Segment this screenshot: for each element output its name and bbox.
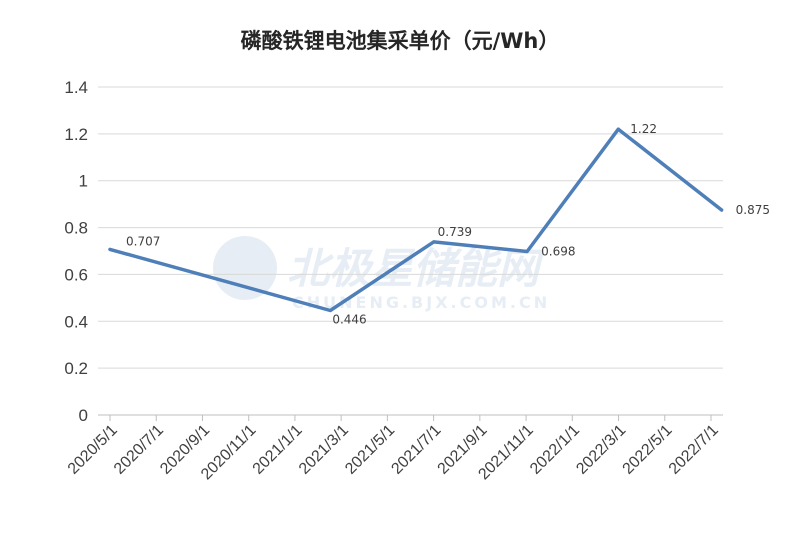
data-point <box>328 309 332 313</box>
y-tick-label: 1.4 <box>64 78 88 97</box>
data-point <box>108 247 112 251</box>
x-tick-label: 2021/5/1 <box>342 422 398 478</box>
x-tick-label: 2022/3/1 <box>573 422 629 478</box>
x-tick-label: 2022/5/1 <box>620 422 676 478</box>
data-point <box>616 127 620 131</box>
data-label: 0.707 <box>126 234 160 248</box>
series-line <box>108 127 724 313</box>
x-tick-label: 2021/3/1 <box>296 422 352 478</box>
watermark-logo-icon <box>213 236 277 300</box>
data-label: 0.739 <box>438 225 472 239</box>
y-tick-label: 0.4 <box>64 312 88 331</box>
watermark-text: 北极星储能网 <box>287 244 545 293</box>
y-tick-label: 0 <box>79 406 88 425</box>
y-tick-label: 0.8 <box>64 219 88 238</box>
watermark-subtext: CHUNENG.BJX.COM.CN <box>292 293 550 312</box>
x-tick-label: 2021/1/1 <box>250 422 306 478</box>
data-label: 0.446 <box>332 313 366 327</box>
data-label: 0.698 <box>541 244 575 258</box>
data-point <box>720 208 724 212</box>
data-label: 1.22 <box>630 122 657 136</box>
y-tick-label: 0.2 <box>64 359 88 378</box>
x-tick-label: 2020/5/1 <box>65 422 121 478</box>
chart-title: 磷酸铁锂电池集采单价（元/Wh） <box>241 29 560 53</box>
x-tick-label: 2021/7/1 <box>388 422 444 478</box>
data-point <box>525 249 529 253</box>
y-tick-label: 1 <box>79 172 88 191</box>
data-label: 0.875 <box>736 203 770 217</box>
x-tick-label: 2022/1/1 <box>527 422 583 478</box>
x-tick-label: 2020/7/1 <box>111 422 167 478</box>
data-point <box>432 240 436 244</box>
y-tick-label: 0.6 <box>64 265 88 284</box>
y-tick-label: 1.2 <box>64 125 88 144</box>
x-tick-label: 2022/7/1 <box>666 422 722 478</box>
